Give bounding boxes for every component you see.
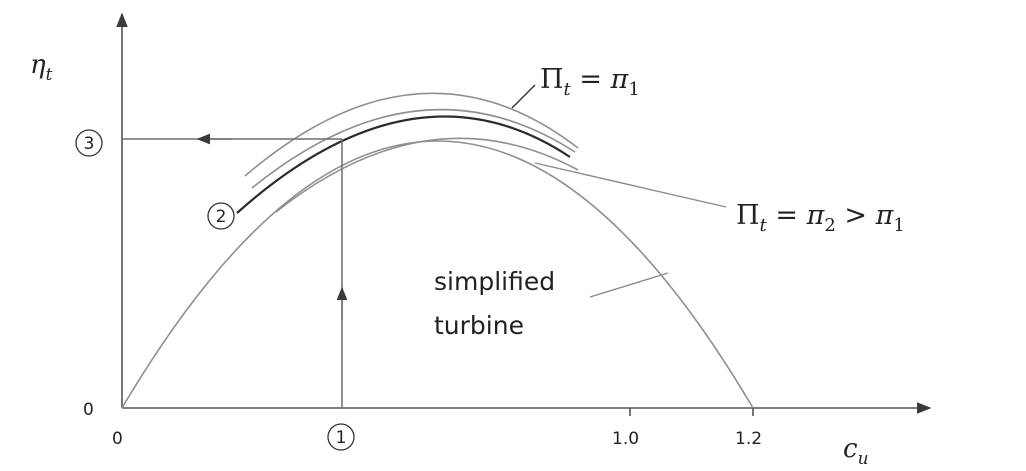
simplified-leader-line: [589, 272, 669, 298]
svg-text:1: 1: [336, 428, 347, 448]
pi2-label: Πt = π2 > π1: [736, 200, 905, 236]
pi1-leader-line: [511, 84, 536, 109]
simplified-label-line2: turbine: [434, 311, 524, 340]
marker-3: 3: [75, 129, 103, 157]
pressure-ratio-curve-top: [244, 92, 579, 177]
x-tick-label-1-2: 1.2: [735, 429, 762, 449]
x-tick-label-1-0: 1.0: [612, 429, 639, 449]
x-origin-label: 0: [112, 429, 123, 449]
simplified-label-line1: simplified: [434, 267, 555, 296]
marker-1: 1: [327, 423, 355, 451]
x-axis-label: cu: [843, 434, 869, 469]
pi1-label: Πt = π1: [540, 64, 640, 100]
pressure-ratio-curve-lower: [275, 137, 579, 213]
svg-text:3: 3: [84, 134, 95, 154]
operating-line-curve: [236, 115, 571, 214]
svg-text:2: 2: [216, 207, 227, 227]
y-origin-label: 0: [83, 400, 94, 420]
pi2-leader-line: [534, 162, 727, 208]
marker-2: 2: [207, 202, 235, 230]
y-axis-label: ηt: [30, 50, 53, 85]
pressure-ratio-curve-upper: [251, 108, 576, 189]
